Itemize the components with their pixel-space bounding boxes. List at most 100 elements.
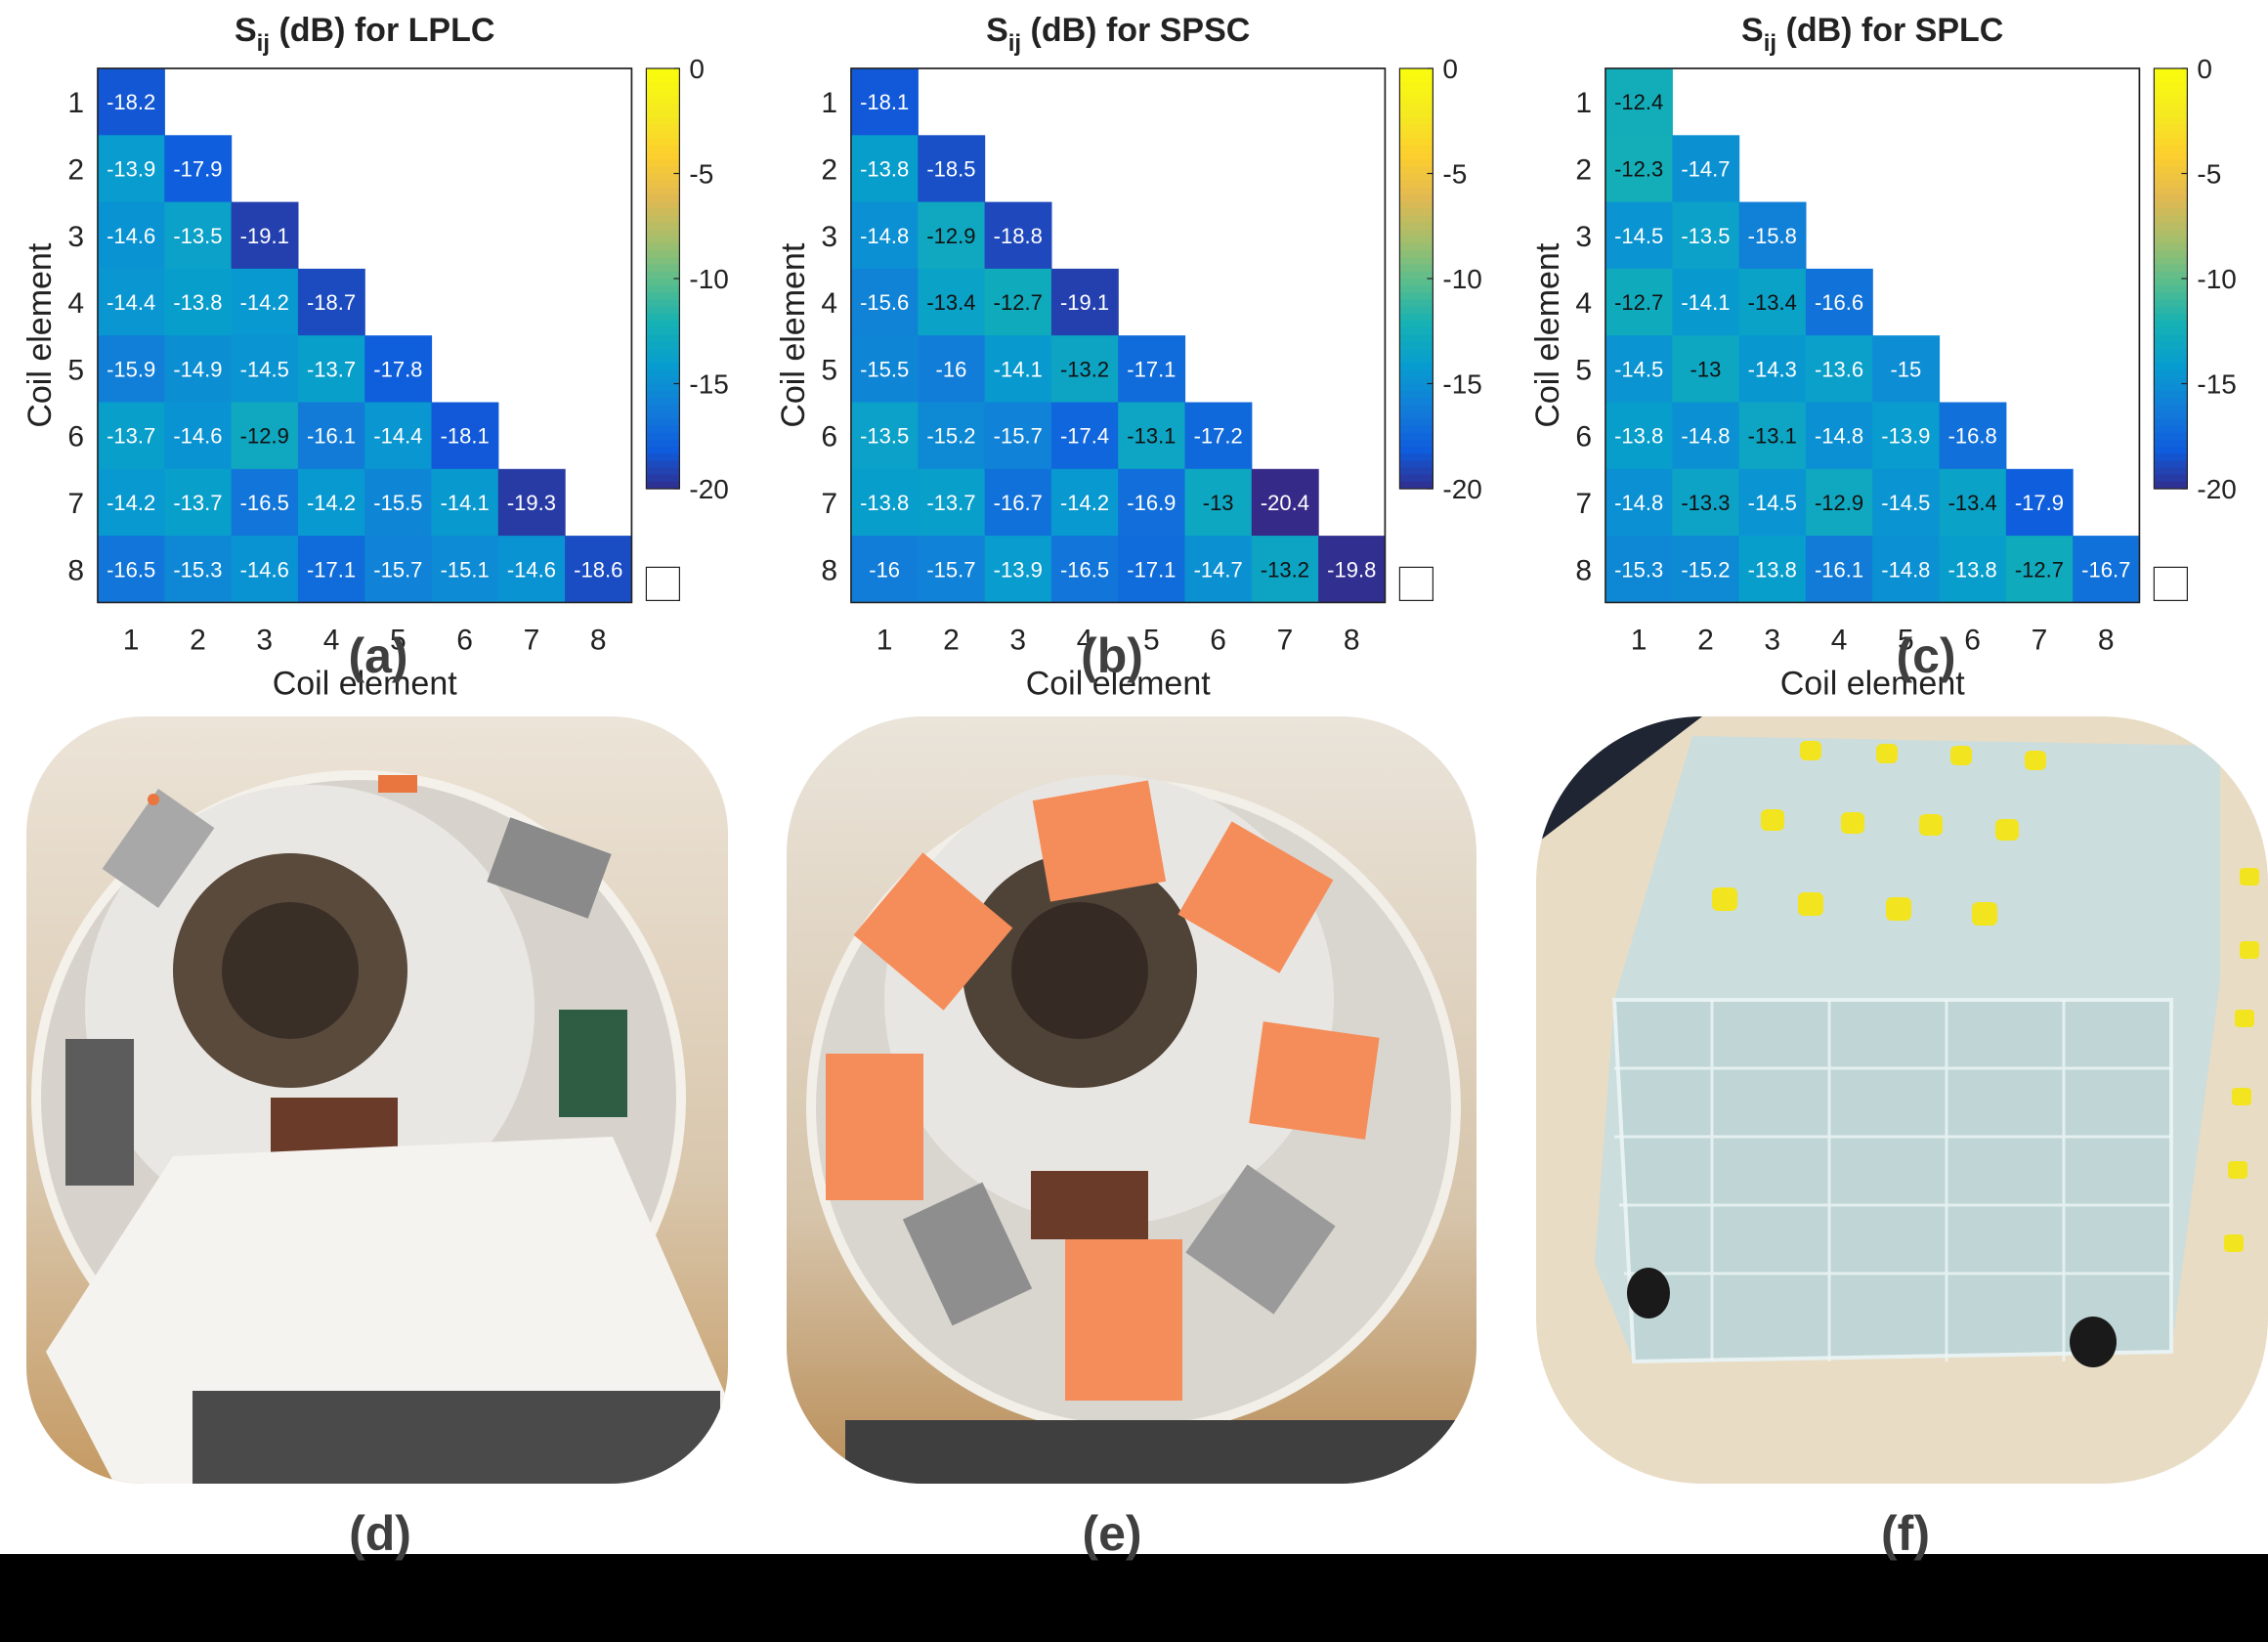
- colorbar-segment: [2154, 131, 2188, 140]
- cell-value-label: -20.4: [1261, 491, 1309, 515]
- heatmap-cell: [565, 536, 632, 603]
- cell-value-label: -15.8: [1748, 224, 1797, 248]
- cell-value-label: -13.5: [1681, 224, 1730, 248]
- colorbar-segment: [2154, 285, 2188, 293]
- cell-value-label: -19.8: [1327, 557, 1376, 582]
- colorbar-segment: [646, 418, 680, 427]
- colorbar-segment: [1399, 397, 1434, 406]
- colorbar-segment: [2154, 432, 2188, 441]
- colorbar-segment: [646, 292, 680, 301]
- colorbar-segment: [646, 341, 680, 350]
- x-tick-label: 4: [1831, 624, 1848, 656]
- heatmap-cell: [918, 268, 986, 336]
- colorbar-segment: [646, 89, 680, 98]
- cell-value-label: -14.1: [994, 357, 1043, 381]
- cell-value-label: -14.5: [1748, 491, 1797, 515]
- heatmap-cell: [497, 468, 566, 537]
- colorbar-segment: [1399, 138, 1434, 147]
- colorbar-tick-label: -15: [689, 369, 728, 400]
- colorbar-segment: [2154, 271, 2188, 280]
- heatmap-cell: [1672, 135, 1740, 203]
- heatmap-cell: [364, 468, 433, 537]
- chart-title: Sij (dB) for SPSC: [986, 12, 1250, 57]
- colorbar-segment: [1399, 299, 1434, 308]
- y-axis-label: Coil element: [21, 242, 59, 428]
- cell-value-label: -13.9: [1881, 424, 1930, 449]
- colorbar-segment: [1399, 264, 1434, 273]
- heatmap-cell: [1184, 468, 1253, 537]
- colorbar-segment: [1399, 432, 1434, 441]
- heatmap-cell: [1050, 402, 1119, 470]
- photo-d-coil-array-lplc: [26, 716, 728, 1484]
- colorbar-segment: [1399, 334, 1434, 343]
- y-tick-label: 7: [67, 488, 84, 520]
- heatmap-cell: [1184, 402, 1253, 470]
- heatmap-cell: [1605, 335, 1673, 404]
- colorbar-segment: [646, 201, 680, 209]
- colorbar-tick-label: -15: [1442, 369, 1481, 400]
- colorbar-tick-label: -20: [2197, 474, 2236, 504]
- cell-value-label: -13.4: [926, 290, 975, 315]
- colorbar-segment: [1399, 159, 1434, 167]
- colorbar-segment: [646, 159, 680, 167]
- x-axis-label: Coil element: [273, 665, 458, 702]
- cell-value-label: -12.7: [1614, 290, 1663, 315]
- y-tick-label: 5: [67, 354, 84, 386]
- heatmap-cell: [1738, 201, 1807, 270]
- cell-value-label: -16.6: [1815, 290, 1863, 315]
- colorbar-segment: [646, 124, 680, 133]
- cell-value-label: -14.2: [107, 491, 155, 515]
- heatmap-cell: [1805, 335, 1873, 404]
- colorbar-segment: [2154, 467, 2188, 476]
- x-tick-label: 7: [524, 624, 540, 656]
- colorbar-segment: [1399, 131, 1434, 140]
- cell-value-label: -14.5: [1881, 491, 1930, 515]
- colorbar-segment: [1399, 117, 1434, 125]
- heatmap-cell: [918, 468, 986, 537]
- colorbar-segment: [1399, 467, 1434, 476]
- colorbar-segment: [2154, 215, 2188, 224]
- colorbar-segment: [1399, 145, 1434, 153]
- cell-value-label: -19.1: [1060, 290, 1109, 315]
- heatmap-cell: [1738, 468, 1807, 537]
- cell-value-label: -14.9: [173, 357, 222, 381]
- heatmap-cell: [851, 402, 919, 470]
- y-tick-label: 4: [1575, 287, 1592, 320]
- cell-value-label: -15.7: [373, 557, 422, 582]
- heatmap-cell: [164, 536, 233, 603]
- heatmap-cell: [851, 268, 919, 336]
- colorbar-segment: [646, 194, 680, 202]
- cell-value-label: -15.5: [373, 491, 422, 515]
- heatmap-cell: [1872, 402, 1941, 470]
- colorbar-segment: [1399, 447, 1434, 454]
- cell-value-label: -16: [936, 357, 967, 381]
- colorbar-segment: [1399, 222, 1434, 231]
- heatmap-cell: [98, 468, 165, 537]
- colorbar-segment: [1399, 215, 1434, 224]
- colorbar-segment: [2154, 355, 2188, 364]
- heatmap-cell: [1939, 468, 2007, 537]
- cell-value-label: -13.5: [860, 424, 909, 449]
- heatmap-cell: [851, 135, 919, 203]
- colorbar-segment: [2154, 68, 2188, 76]
- cell-value-label: -16.5: [107, 557, 155, 582]
- heatmap-cell: [231, 536, 299, 603]
- y-axis-label: Coil element: [1529, 242, 1566, 428]
- cell-value-label: -17.1: [307, 557, 356, 582]
- heatmap-cell: [297, 402, 365, 470]
- cell-value-label: -13.7: [173, 491, 222, 515]
- heatmap-cell: [1251, 468, 1319, 537]
- cell-value-label: -15.5: [860, 357, 909, 381]
- cell-value-label: -14.7: [1681, 156, 1730, 181]
- caption-c: (c): [1896, 628, 1956, 683]
- colorbar-segment: [2154, 187, 2188, 195]
- colorbar-segment: [1399, 390, 1434, 399]
- colorbar-segment: [2154, 447, 2188, 454]
- heatmap-cell: [98, 402, 165, 470]
- colorbar-segment: [2154, 334, 2188, 343]
- cell-value-label: -16.1: [1815, 557, 1863, 582]
- heatmap-cell: [98, 68, 165, 136]
- colorbar-segment: [2154, 208, 2188, 217]
- x-tick-label: 7: [2032, 624, 2048, 656]
- y-tick-label: 2: [1575, 153, 1592, 186]
